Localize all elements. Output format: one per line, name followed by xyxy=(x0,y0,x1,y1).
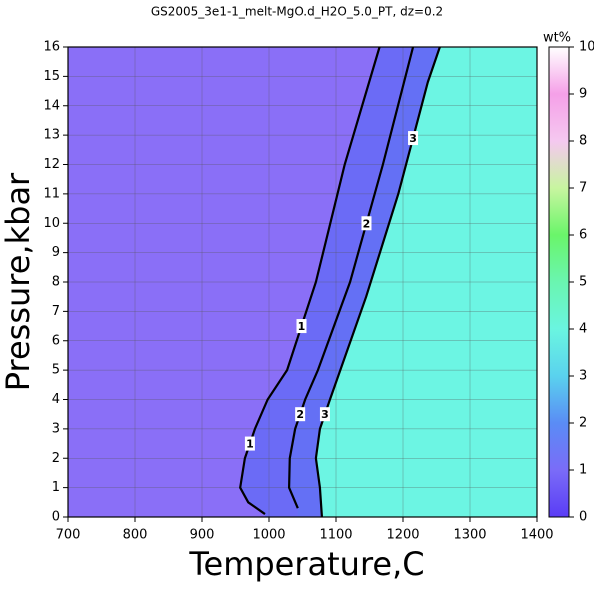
x-tick-label: 1000 xyxy=(252,528,285,543)
colorbar-tick-label: 1 xyxy=(579,463,587,478)
contour-label: 2 xyxy=(363,217,371,230)
plot-frame xyxy=(67,46,538,518)
colorbar xyxy=(548,46,570,518)
y-tick-label: 2 xyxy=(52,451,60,466)
contour-line xyxy=(314,46,441,518)
colorbar-tick-label: 6 xyxy=(579,228,587,243)
x-axis-label: Temperature,C xyxy=(188,545,424,583)
contour-label-box xyxy=(244,436,255,451)
y-tick-label: 4 xyxy=(52,392,60,407)
x-tick-label: 700 xyxy=(56,528,81,543)
y-tick-label: 13 xyxy=(43,128,60,143)
contour-label: 1 xyxy=(246,438,254,451)
plot-area xyxy=(68,47,537,517)
y-axis-label: Pressure,kbar xyxy=(0,172,37,391)
colorbar-tick-label: 9 xyxy=(579,87,587,102)
overlay: 700 800 900 1000 1100 1200 1300 140001234567891… xyxy=(43,40,553,543)
y-tick-label: 12 xyxy=(43,157,60,172)
colorbar-tick-label: 0 xyxy=(579,510,587,525)
colorbar-tick-label: 8 xyxy=(579,134,587,149)
x-tick-label: 900 xyxy=(190,528,215,543)
y-tick-label: 1 xyxy=(52,480,60,495)
contour-label-box xyxy=(295,407,306,422)
y-tick-label: 16 xyxy=(43,40,60,55)
colorbar-tick-label: 2 xyxy=(579,416,587,431)
contour-line xyxy=(287,46,415,509)
contour-label-box xyxy=(319,407,330,422)
y-tick-label: 8 xyxy=(52,275,60,290)
x-tick-label: 1100 xyxy=(319,528,352,543)
y-tick-label: 9 xyxy=(52,245,60,260)
contour-label: 3 xyxy=(321,408,329,421)
colorbar-tick-label: 5 xyxy=(579,275,587,290)
y-tick-label: 14 xyxy=(43,98,60,113)
colorbar-tick-label: 4 xyxy=(579,322,587,337)
x-tick-label: 800 xyxy=(123,528,148,543)
y-tick-label: 5 xyxy=(52,363,60,378)
y-tick-label: 3 xyxy=(52,421,60,436)
contour-label: 2 xyxy=(296,408,304,421)
contour-label-box xyxy=(361,216,372,231)
x-tick-label: 1300 xyxy=(453,528,486,543)
x-tick-label: 1200 xyxy=(386,528,419,543)
y-tick-label: 10 xyxy=(43,216,60,231)
contour-line xyxy=(239,46,381,515)
chart-title: GS2005_3e1-1_melt-MgO.d_H2O_5.0_PT, dz=0… xyxy=(151,5,443,19)
x-tick-label: 1400 xyxy=(520,528,553,543)
colorbar-tick-label: 7 xyxy=(579,181,587,196)
colorbar-tick-label: 3 xyxy=(579,369,587,384)
contour-label: 1 xyxy=(298,320,306,333)
y-tick-label: 6 xyxy=(52,333,60,348)
y-tick-label: 15 xyxy=(43,69,60,84)
y-tick-label: 11 xyxy=(43,186,60,201)
y-tick-label: 7 xyxy=(52,304,60,319)
contour-label-box xyxy=(296,319,307,334)
colorbar-label: wt% xyxy=(543,31,571,46)
contour-label: 3 xyxy=(409,132,417,145)
contour-label-box xyxy=(408,131,419,146)
y-tick-label: 0 xyxy=(52,510,60,525)
colorbar-tick-label: 10 xyxy=(579,40,594,55)
